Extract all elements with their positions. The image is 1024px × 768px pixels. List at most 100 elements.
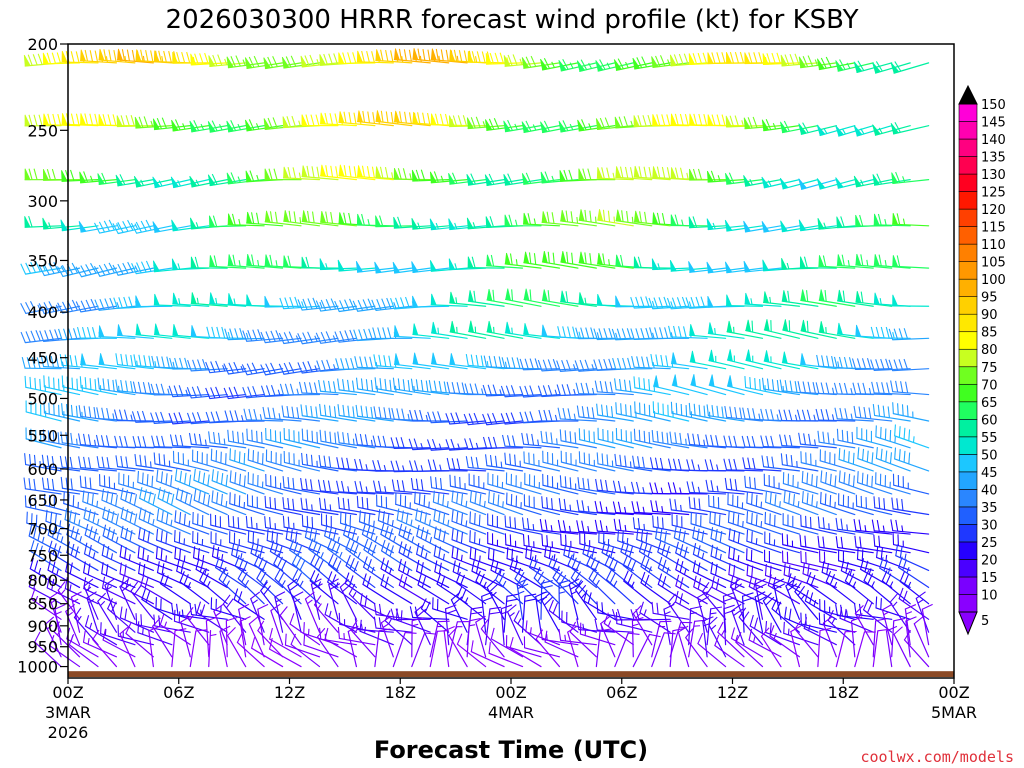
- wind-barb: [205, 360, 247, 374]
- wind-barb-half-flag: [454, 263, 458, 270]
- wind-barb-flag: [166, 356, 170, 368]
- wind-barb-flag: [580, 382, 585, 395]
- wind-barb-flag: [45, 355, 50, 368]
- wind-barb-flag: [843, 472, 846, 484]
- wind-barb-flag: [638, 429, 641, 442]
- wind-barb-flag: [783, 120, 790, 132]
- wind-barb-staff: [726, 331, 764, 339]
- wind-barb-flag: [867, 573, 874, 585]
- wind-barb-flag: [509, 253, 513, 265]
- wind-barb-flag: [507, 173, 513, 185]
- wind-barb-flag: [692, 543, 697, 555]
- wind-barb-flag: [641, 356, 645, 368]
- wind-barb: [760, 435, 801, 449]
- wind-barb: [539, 518, 579, 535]
- wind-barb-staff: [542, 484, 579, 495]
- wind-barb-staff: [393, 58, 431, 64]
- wind-barb-flag: [215, 386, 221, 398]
- wind-barb-flag: [760, 435, 764, 447]
- wind-barb-staff: [43, 305, 81, 315]
- wind-barb-half-flag: [97, 536, 101, 543]
- wind-barb-flag: [33, 478, 36, 491]
- wind-barb-flag: [292, 569, 299, 580]
- wind-barb-half-flag: [177, 263, 181, 270]
- wind-barb-half-flag: [333, 364, 336, 371]
- wind-barb-staff: [377, 519, 413, 535]
- wind-barb-half-flag: [115, 536, 119, 543]
- wind-barb: [139, 487, 173, 516]
- wind-barb-half-flag: [263, 579, 268, 586]
- wind-barb-flag: [260, 581, 269, 592]
- wind-barb-flag: [218, 568, 225, 580]
- wind-barb-staff: [380, 584, 413, 605]
- wind-barb-pennant: [855, 214, 862, 227]
- wind-barb-flag: [89, 113, 93, 125]
- wind-barb-staff: [892, 265, 930, 269]
- wind-barb-flag: [21, 357, 26, 369]
- wind-barb: [468, 320, 505, 339]
- wind-barb-flag: [840, 536, 844, 549]
- wind-barb: [523, 494, 561, 516]
- wind-barb-flag: [138, 354, 142, 367]
- wind-barb-half-flag: [680, 504, 682, 512]
- wind-barb: [321, 513, 358, 535]
- wind-barb-flag: [390, 608, 395, 620]
- wind-barb-staff: [653, 412, 690, 422]
- wind-barb-flag: [347, 379, 350, 392]
- wind-barb-staff: [670, 362, 708, 370]
- wind-barb-flag: [666, 114, 671, 126]
- wind-barb-flag: [308, 382, 313, 394]
- wind-barb-flag: [36, 357, 41, 369]
- wind-barb: [98, 48, 136, 64]
- wind-barb-flag: [145, 260, 152, 272]
- wind-barb: [256, 568, 284, 605]
- wind-barb-staff: [578, 487, 616, 495]
- wind-barb-flag: [585, 327, 590, 339]
- wind-barb-staff: [348, 593, 376, 620]
- wind-barb: [241, 362, 284, 376]
- wind-barb-flag: [361, 496, 364, 509]
- wind-barb-flag: [838, 447, 841, 460]
- wind-barb-staff: [283, 220, 321, 227]
- wind-barb-flag: [25, 302, 32, 313]
- wind-barb-flag: [424, 512, 428, 524]
- wind-barb-flag: [96, 407, 100, 419]
- wind-barb-flag: [639, 211, 642, 223]
- wind-barb-pennant: [577, 119, 585, 132]
- wind-barb-staff: [875, 457, 911, 472]
- wind-barb-pennant: [227, 254, 234, 267]
- wind-barb: [190, 52, 228, 66]
- wind-barb-flag: [94, 113, 98, 126]
- wind-barb-flag: [755, 514, 758, 526]
- wind-barb-flag: [859, 536, 862, 548]
- wind-barb-flag: [142, 436, 147, 448]
- wind-barb-staff: [745, 559, 782, 572]
- wind-barb-flag: [584, 359, 590, 371]
- wind-barb-flag: [229, 470, 232, 482]
- wind-barb-flag: [415, 169, 421, 181]
- wind-barb-flag: [734, 115, 740, 127]
- wind-barb: [359, 593, 394, 620]
- wind-barb-pennant: [301, 210, 308, 223]
- wind-barb-flag: [83, 507, 87, 519]
- wind-barb-flag: [181, 51, 186, 64]
- wind-barb: [552, 567, 579, 605]
- wind-barb-staff: [806, 582, 837, 605]
- wind-barb-flag: [305, 405, 308, 417]
- wind-barb-flag: [20, 263, 27, 275]
- wind-barb-staff: [898, 566, 930, 589]
- wind-barb-flag: [24, 495, 27, 507]
- wind-barb-staff: [836, 264, 874, 269]
- wind-barb-half-flag: [884, 218, 887, 226]
- wind-barb-half-flag: [521, 580, 526, 586]
- wind-barb: [820, 470, 856, 495]
- wind-barb-staff: [209, 368, 247, 374]
- wind-barb-staff: [504, 332, 542, 339]
- wind-barb-flag: [75, 301, 82, 313]
- wind-barb: [727, 510, 764, 535]
- wind-barb-flag: [342, 379, 345, 391]
- wind-barb-flag: [626, 210, 629, 223]
- wind-barb-staff: [430, 304, 468, 307]
- wind-barb-flag: [475, 116, 481, 128]
- wind-barb-flag: [820, 382, 825, 394]
